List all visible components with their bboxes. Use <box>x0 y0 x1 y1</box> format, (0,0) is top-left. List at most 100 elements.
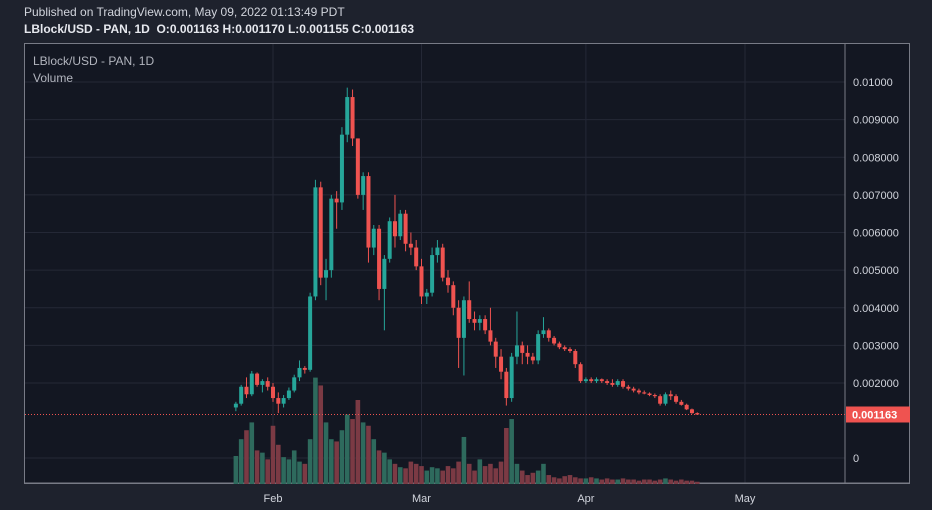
candle-body <box>636 390 641 393</box>
candle-body <box>509 356 514 399</box>
candle-body <box>668 394 673 397</box>
high-value: 0.001170 <box>235 22 285 36</box>
candle-body <box>557 343 562 348</box>
candle-body <box>345 97 350 135</box>
volume-bar <box>329 439 334 484</box>
candle-body <box>658 396 663 404</box>
candle-body <box>334 198 339 203</box>
candle-body <box>615 381 620 385</box>
volume-bar <box>615 479 621 484</box>
volume-bar <box>302 463 308 484</box>
volume-bar <box>397 467 403 484</box>
volume-bar <box>498 461 504 484</box>
candle-body <box>663 394 668 404</box>
volume-bar <box>323 422 329 484</box>
candle-body <box>424 292 429 297</box>
candle-body <box>652 395 657 397</box>
y-tick-label: 0.006000 <box>853 228 899 240</box>
volume-bar <box>578 478 583 484</box>
candle-body <box>626 386 631 389</box>
candle-body <box>594 379 599 382</box>
open-label: O: <box>156 22 170 36</box>
candle-body <box>355 138 360 195</box>
volume-bar <box>339 430 345 484</box>
volume-bar <box>557 478 562 484</box>
open-value: 0.001163 <box>169 22 220 36</box>
y-tick-label: 0.008000 <box>853 152 899 164</box>
candle-body <box>403 213 408 244</box>
volume-bar <box>244 430 249 484</box>
volume-bar <box>679 479 684 484</box>
volume-bar <box>599 479 605 484</box>
candle-body <box>255 373 260 385</box>
last-price-label: 0.001163 <box>852 409 897 421</box>
candle-body <box>339 134 344 203</box>
candle-body <box>536 334 541 361</box>
volume-bar <box>535 470 541 484</box>
candle-body <box>281 398 286 404</box>
candle-body <box>546 330 551 338</box>
candle-body <box>583 379 588 382</box>
candle-body <box>472 319 477 323</box>
candle-body <box>286 390 291 399</box>
candle-body <box>488 330 493 342</box>
volume-bar <box>403 468 408 484</box>
close-label: C: <box>352 22 365 36</box>
volume-bar <box>620 478 626 484</box>
volume-bar <box>647 479 652 484</box>
candle-body <box>689 409 694 414</box>
candle-body <box>477 319 482 323</box>
volume-bar <box>652 480 658 484</box>
volume-bar <box>291 450 297 484</box>
candle-body <box>684 404 689 410</box>
volume-bar <box>663 478 668 484</box>
volume-bar <box>313 377 318 484</box>
volume-bar <box>249 422 255 484</box>
candle-body <box>695 413 700 415</box>
candle-body <box>467 300 472 320</box>
candle-body <box>239 386 244 404</box>
volume-bar <box>461 436 467 484</box>
volume-bar <box>514 463 520 484</box>
candle-body <box>530 356 535 361</box>
candle-body <box>605 381 610 383</box>
candle-body <box>461 300 466 338</box>
volume-bar <box>445 466 451 484</box>
low-label: L: <box>287 22 300 36</box>
candle-body <box>567 349 572 352</box>
x-tick-label: May <box>735 493 756 505</box>
candle-body <box>514 345 519 357</box>
chart-legend: LBlock/USD - PAN, 1D Volume <box>33 53 154 87</box>
candle-body <box>233 403 238 408</box>
high-label: H: <box>222 22 236 36</box>
volume-bar <box>551 477 557 484</box>
candle-body <box>377 228 382 289</box>
volume-bar <box>344 414 350 484</box>
volume-bar <box>509 419 514 484</box>
volume-bar <box>408 461 414 484</box>
volume-bar <box>519 470 525 484</box>
candle-body <box>483 319 488 331</box>
candle-body <box>361 176 366 195</box>
volume-bar <box>546 475 552 484</box>
volume-bar <box>371 439 377 484</box>
volume-bar <box>684 480 689 484</box>
volume-bar <box>392 463 398 484</box>
volume-bar <box>626 479 631 484</box>
volume-bar <box>254 450 260 484</box>
candle-body <box>318 187 323 278</box>
volume-bar <box>419 466 424 484</box>
candle-body <box>398 213 403 237</box>
volume-bar <box>583 478 589 484</box>
volume-bar <box>541 463 546 484</box>
volume-bar <box>281 457 286 484</box>
candle-body <box>419 266 424 297</box>
volume-bar <box>424 470 430 484</box>
chart-pane[interactable] <box>24 43 910 484</box>
candle-body <box>350 97 355 139</box>
volume-bar <box>493 468 499 484</box>
low-value: 0.001155 <box>299 22 349 36</box>
candle-body <box>297 367 302 378</box>
volume-bar <box>466 463 472 484</box>
